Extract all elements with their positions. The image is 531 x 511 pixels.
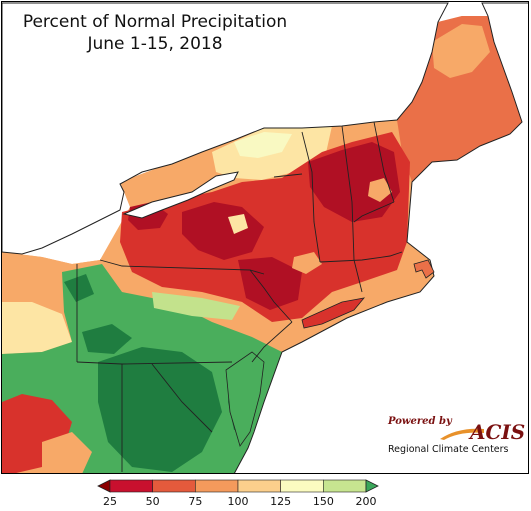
logo-subtitle: Regional Climate Centers — [388, 444, 509, 455]
legend-tick-label: 75 — [188, 495, 202, 508]
map-canvas — [2, 2, 528, 473]
zone-sw-moderate — [42, 432, 92, 473]
logo-powered-by: Powered by — [388, 416, 452, 427]
long-island — [301, 297, 366, 329]
cape-cod — [413, 259, 435, 279]
atlantic-ocean — [233, 2, 528, 473]
map-title: Percent of Normal Precipitation — [22, 12, 288, 32]
legend-above-arrow — [365, 479, 379, 493]
zone-spot-1 — [368, 178, 392, 202]
zone-maine-north — [432, 24, 490, 78]
legend-swatch — [280, 479, 324, 493]
map-date-range: June 1-15, 2018 — [87, 34, 223, 54]
logo-swoosh-icon — [440, 428, 484, 440]
lake-ontario — [122, 171, 239, 219]
legend-swatch — [323, 479, 367, 493]
zone-very-wet-4 — [64, 274, 94, 302]
acis-logo: Powered by ACIS Regional Climate Centers — [384, 414, 525, 458]
zone-maine — [397, 16, 522, 182]
precipitation-map — [1, 1, 529, 474]
legend-swatch — [195, 479, 239, 493]
legend-tick-label: 25 — [103, 495, 117, 508]
lake-erie-and-canada — [2, 2, 449, 255]
legend-swatch — [109, 479, 153, 493]
legend-swatch — [237, 479, 281, 493]
legend-below-arrow — [97, 479, 111, 493]
zone-very-dry-1 — [308, 142, 400, 222]
zone-spot-3 — [228, 214, 248, 234]
legend-swatch — [152, 479, 196, 493]
legend-tick-label: 125 — [270, 495, 291, 508]
zone-very-wet-1 — [98, 347, 222, 472]
state-borders — [76, 121, 403, 472]
zone-spot-2 — [292, 252, 322, 274]
legend-tick-label: 100 — [228, 495, 249, 508]
legend-tick-label: 150 — [313, 495, 334, 508]
zone-west-light — [2, 302, 72, 354]
delmarva — [225, 351, 265, 447]
legend-tick-label: 200 — [356, 495, 377, 508]
zone-above-strip — [152, 292, 240, 320]
zone-very-dry-3 — [238, 257, 302, 310]
zone-north-ny-yellow — [234, 132, 292, 158]
logo-acis-name: ACIS — [470, 420, 526, 444]
legend-tick-label: 50 — [146, 495, 160, 508]
color-legend: 25 50 75 100 125 150 200 — [97, 479, 379, 508]
zone-very-wet-2 — [82, 324, 132, 354]
